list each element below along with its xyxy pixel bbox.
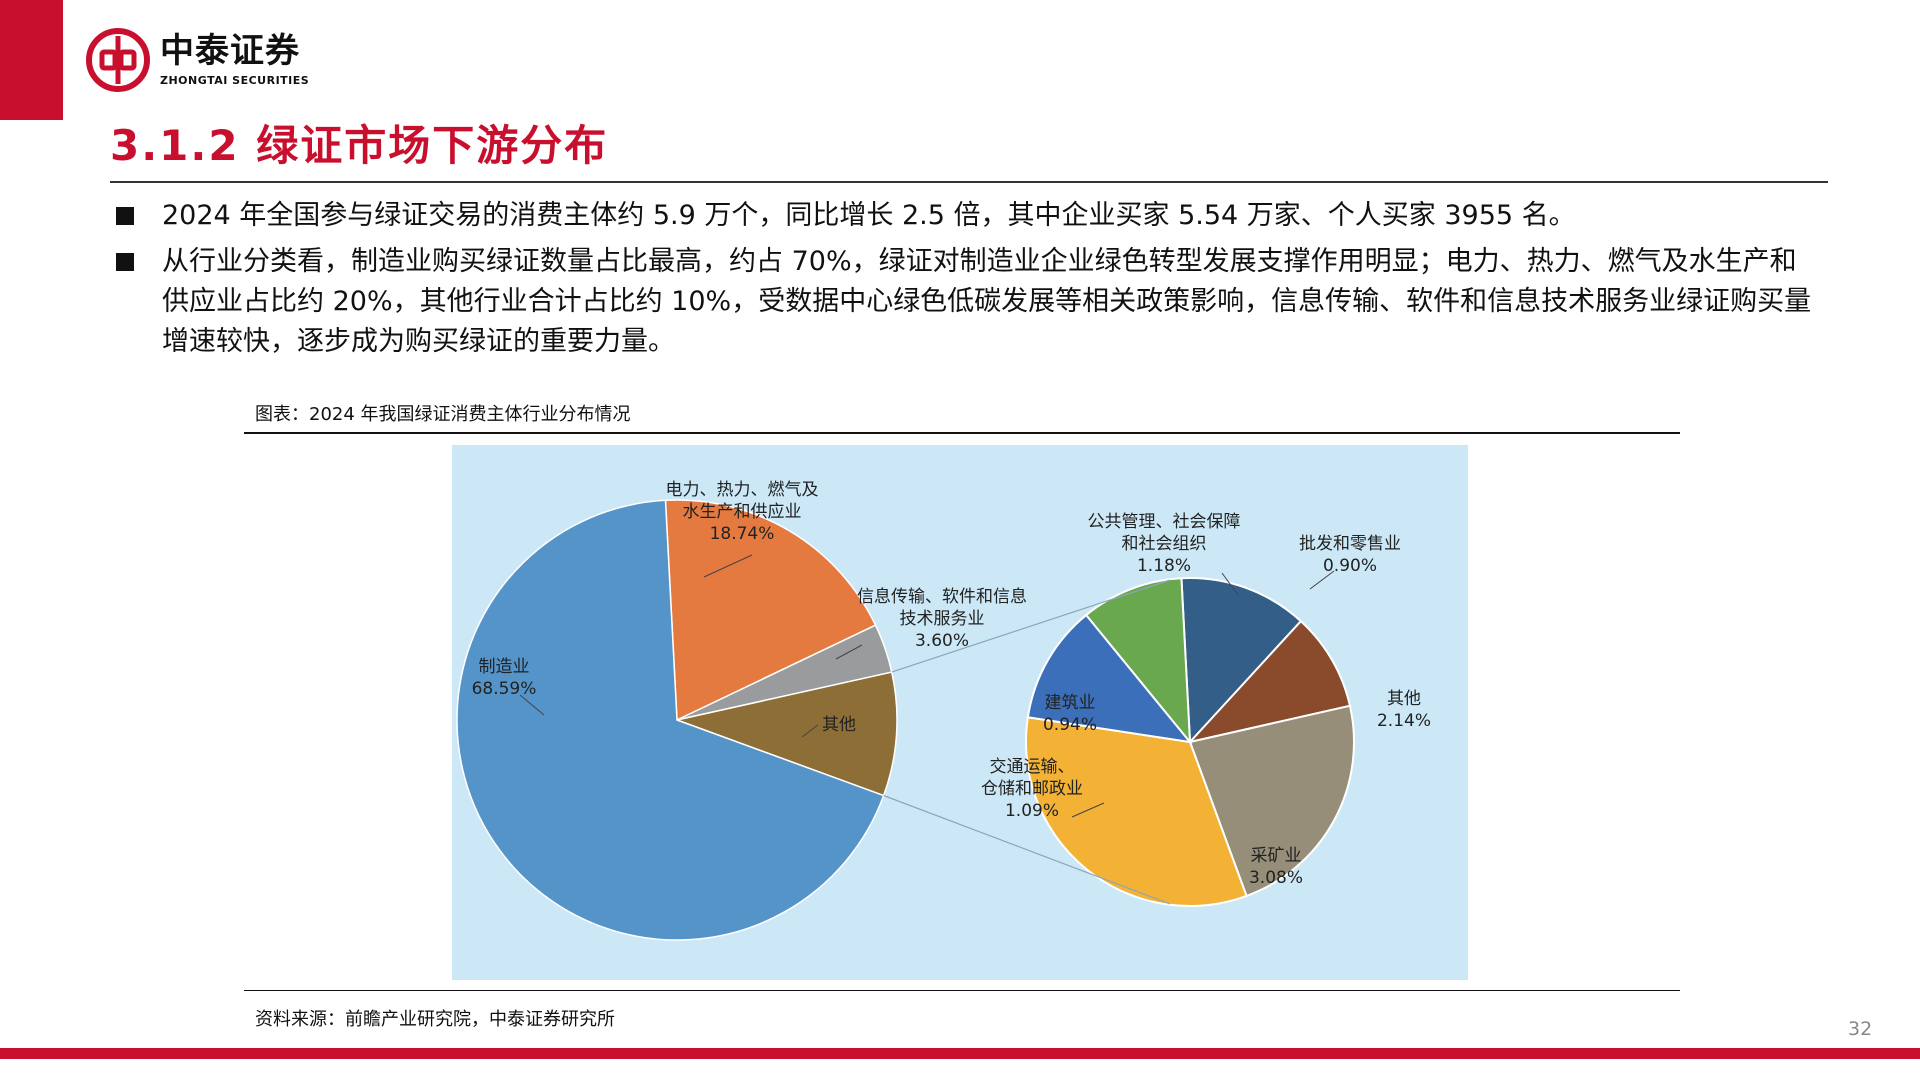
bullet-square-icon <box>116 253 134 271</box>
figure-label: 图表：2024 年我国绿证消费主体行业分布情况 <box>255 404 631 425</box>
sub-pie-slice <box>1180 577 1303 745</box>
leader-line <box>1071 802 1105 818</box>
label-public: 公共管理、社会保障和社会组织 1.18% <box>1088 512 1241 576</box>
sub-pie-slice <box>1187 619 1352 744</box>
brand-name-cn: 中泰证券 <box>160 30 300 71</box>
figure-top-rule <box>244 432 1680 434</box>
chart-panel: 制造业 68.59% 电力、热力、燃气及水生产和供应业 18.74% 信息传输、软件和信… <box>452 445 1468 980</box>
label-mining: 采矿业 3.08% <box>1249 846 1303 888</box>
bullet-square-icon <box>116 207 134 225</box>
bullet-list: 2024 年全国参与绿证交易的消费主体约 5.9 万个，同比增长 2.5 倍，其… <box>112 196 1812 368</box>
sub-pie-slice <box>1084 577 1192 745</box>
bullet-item: 从行业分类看，制造业购买绿证数量占比最高，约占 70%，绿证对制造业企业绿色转型… <box>112 242 1812 362</box>
leader-line <box>519 694 545 716</box>
brand-red-block <box>0 0 63 120</box>
label-manufacturing: 制造业 68.59% <box>472 657 537 699</box>
leader-line <box>1309 570 1335 590</box>
label-construction: 建筑业 0.94% <box>1043 693 1097 735</box>
leader-line <box>801 724 819 738</box>
connector-line <box>883 794 1171 905</box>
source-note: 资料来源：前瞻产业研究院，中泰证券研究所 <box>255 1009 615 1030</box>
leader-line <box>1221 572 1239 596</box>
sub-pie-slice <box>1025 716 1248 907</box>
connector-line <box>891 579 1171 673</box>
leader-line <box>703 554 753 578</box>
label-it: 信息传输、软件和信息技术服务业 3.60% <box>857 587 1027 651</box>
bullet-text: 2024 年全国参与绿证交易的消费主体约 5.9 万个，同比增长 2.5 倍，其… <box>162 200 1576 231</box>
bottom-bar <box>0 1048 1920 1059</box>
brand-name-en: ZHONGTAI SECURITIES <box>160 73 310 87</box>
zhongtai-logo-icon <box>86 28 150 92</box>
label-power: 电力、热力、燃气及水生产和供应业 18.74% <box>666 480 819 544</box>
pie-chart: 制造业 68.59% 电力、热力、燃气及水生产和供应业 18.74% 信息传输、软件和信… <box>456 480 1431 941</box>
bullet-text: 从行业分类看，制造业购买绿证数量占比最高，约占 70%，绿证对制造业企业绿色转型… <box>162 246 1812 357</box>
page-number: 32 <box>1848 1018 1873 1040</box>
sub-pie-slice <box>1188 704 1355 898</box>
label-other-sub: 其他 2.14% <box>1377 689 1431 731</box>
page-title: 3.1.2 绿证市场下游分布 <box>110 121 609 170</box>
brand-logo: 中泰证券 ZHONGTAI SECURITIES <box>86 28 309 92</box>
label-transport: 交通运输、仓储和邮政业 1.09% <box>981 757 1083 821</box>
main-pie-slice <box>456 499 885 941</box>
main-pie-slice <box>674 671 898 797</box>
label-other-main: 其他 <box>822 715 856 735</box>
label-wholesale: 批发和零售业 0.90% <box>1299 534 1401 576</box>
bullet-item: 2024 年全国参与绿证交易的消费主体约 5.9 万个，同比增长 2.5 倍，其… <box>112 196 1812 236</box>
leader-line <box>835 644 863 660</box>
source-rule <box>244 990 1680 991</box>
sub-pie-slice <box>1026 613 1193 744</box>
title-divider <box>110 181 1828 183</box>
main-pie-slice <box>664 499 877 722</box>
